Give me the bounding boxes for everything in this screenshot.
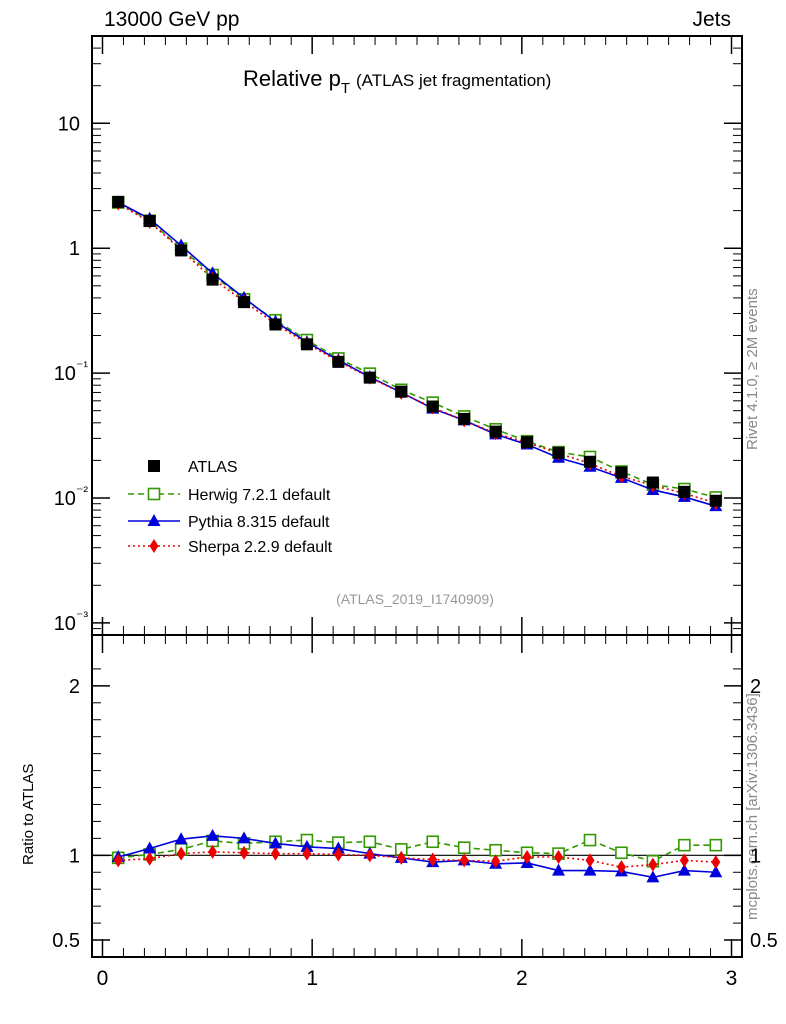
ratio-herwig-point xyxy=(363,835,377,849)
legend-marker xyxy=(149,539,159,553)
main-atlas-point xyxy=(238,296,251,309)
main-atlas-point xyxy=(426,400,439,413)
main-atlas-point xyxy=(206,273,219,286)
legend-label: Herwig 7.2.1 default xyxy=(188,487,331,504)
ratio-sherpa-point xyxy=(585,853,595,868)
ratio-herwig-point xyxy=(489,843,502,857)
ratio-sherpa-point xyxy=(302,846,312,861)
ratio-pythia-point xyxy=(206,828,220,841)
header-energy-label: 13000 GeV pp xyxy=(104,8,240,31)
ratio-sherpa-point xyxy=(365,848,375,863)
legend-marker xyxy=(147,514,161,526)
chart-title: Relative pT (ATLAS jet fragmentation) xyxy=(243,66,551,97)
ratio-sherpa-point xyxy=(113,853,123,868)
main-atlas-point xyxy=(175,244,188,257)
main-atlas-point xyxy=(678,485,691,498)
main-atlas-point xyxy=(709,494,722,507)
ratio-herwig-point xyxy=(678,838,691,852)
legend-marker xyxy=(147,487,161,501)
main-herwig-line xyxy=(117,201,716,499)
main-y-tick-label: 10⁻¹ xyxy=(54,358,89,385)
ratio-herwig-point xyxy=(457,841,471,854)
ratio-y-tick-label: 0.5 xyxy=(52,930,80,952)
legend-label: ATLAS xyxy=(188,459,238,476)
main-atlas-point xyxy=(143,215,156,228)
legend-label: Pythia 8.315 default xyxy=(188,514,330,531)
main-atlas-point xyxy=(458,412,471,425)
main-atlas-point xyxy=(395,385,408,398)
ratio-sherpa-point xyxy=(491,854,501,869)
main-atlas-point xyxy=(583,455,596,468)
ratio-pythia-point xyxy=(583,863,597,876)
main-atlas-point xyxy=(552,446,565,459)
ratio-pythia-point xyxy=(143,841,157,854)
ratio-sherpa-point xyxy=(711,855,721,870)
main-y-tick-label: 10 xyxy=(58,113,80,135)
ratio-herwig-point xyxy=(709,838,723,852)
main-atlas-point xyxy=(521,436,534,449)
ratio-pythia-line xyxy=(118,835,716,879)
main-y-tick-label: 1 xyxy=(69,238,80,260)
x-tick-label: 0 xyxy=(97,967,109,990)
ratio-pythia-point xyxy=(677,863,691,876)
ratio-y-tick-label: 1 xyxy=(69,845,80,867)
ratio-pythia-point xyxy=(300,839,314,852)
x-tick-label: 2 xyxy=(516,967,528,990)
ratio-pythia-point xyxy=(268,836,282,849)
main-atlas-point xyxy=(300,338,313,351)
ratio-y-tick-label-right: 2 xyxy=(750,676,761,698)
ratio-y-tick-label: 2 xyxy=(69,676,80,698)
ratio-sherpa-point xyxy=(648,857,658,872)
ratio-pythia-point xyxy=(646,870,660,883)
analysis-id-watermark: (ATLAS_2019_I1740909) xyxy=(336,591,494,607)
x-tick-label: 1 xyxy=(306,967,318,990)
ratio-sherpa-point xyxy=(554,850,564,865)
ratio-sherpa-point xyxy=(270,846,280,861)
ratio-y-tick-label-right: 1 xyxy=(750,845,761,867)
ratio-y-tick-label-right: 0.5 xyxy=(750,930,778,952)
ratio-sherpa-point xyxy=(396,850,406,865)
main-y-tick-label: 10⁻³ xyxy=(54,608,89,635)
ratio-sherpa-point xyxy=(176,846,186,861)
ratio-sherpa-point xyxy=(208,844,218,859)
ratio-herwig-point xyxy=(583,833,597,847)
ratio-sherpa-point xyxy=(428,852,438,867)
ratio-sherpa-point xyxy=(679,853,689,868)
ratio-herwig-point xyxy=(426,835,440,849)
x-tick-label: 3 xyxy=(726,967,738,990)
main-atlas-point xyxy=(269,318,282,331)
ratio-plot-frame xyxy=(91,634,743,958)
header-category-label: Jets xyxy=(692,8,731,31)
main-atlas-point xyxy=(615,466,628,479)
ratio-sherpa-point xyxy=(616,860,626,875)
ratio-pythia-point xyxy=(552,863,566,876)
ratio-sherpa-point xyxy=(522,850,532,865)
ratio-pythia-point xyxy=(174,832,188,845)
ratio-sherpa-point xyxy=(145,851,155,866)
main-atlas-point xyxy=(363,371,376,384)
ratio-pythia-point xyxy=(237,831,251,844)
legend-label: Sherpa 2.2.9 default xyxy=(188,539,333,556)
main-atlas-point xyxy=(489,425,502,438)
legend-marker xyxy=(148,460,160,472)
main-atlas-point xyxy=(646,476,659,489)
ratio-pythia-point xyxy=(709,865,723,878)
main-atlas-point xyxy=(112,195,125,208)
ratio-sherpa-point xyxy=(333,847,343,862)
ratio-sherpa-point xyxy=(239,845,249,860)
ratio-sherpa-line xyxy=(118,851,716,868)
ratio-sherpa-point xyxy=(459,853,469,868)
ratio-herwig-point xyxy=(615,846,628,860)
main-atlas-point xyxy=(332,355,345,368)
main-y-tick-label: 10⁻² xyxy=(54,483,89,510)
